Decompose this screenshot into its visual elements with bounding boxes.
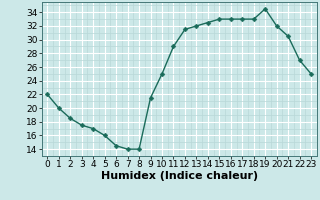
- X-axis label: Humidex (Indice chaleur): Humidex (Indice chaleur): [100, 171, 258, 181]
